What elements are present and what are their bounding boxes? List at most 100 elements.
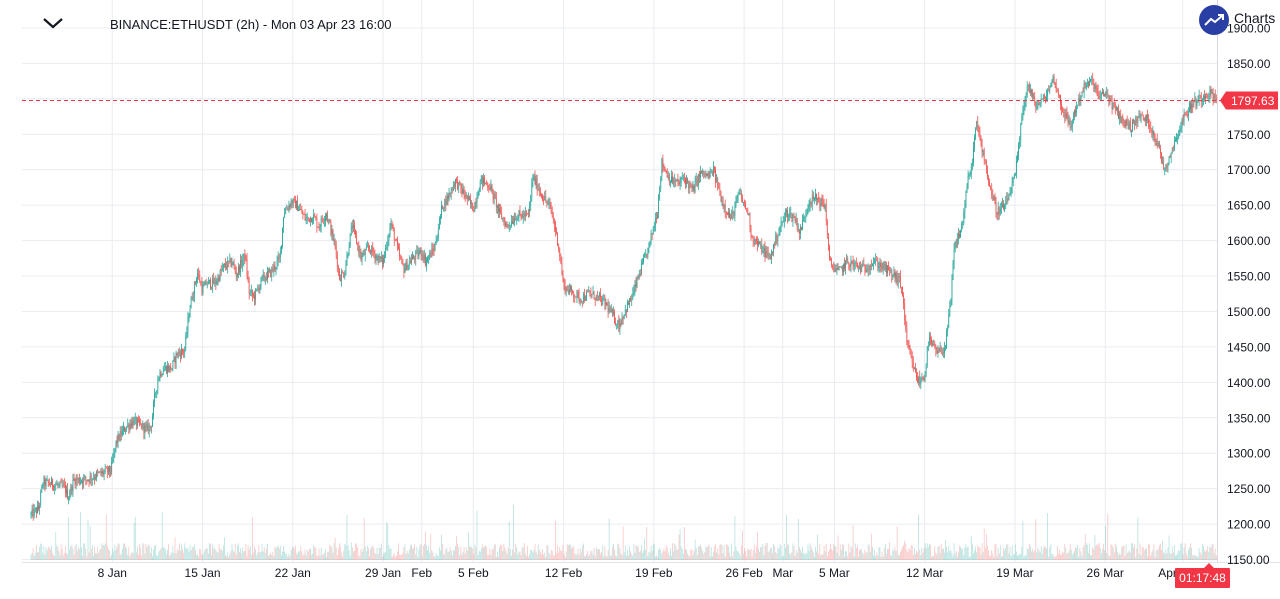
candle-body bbox=[859, 265, 860, 267]
candle-body bbox=[641, 263, 642, 275]
candle-body bbox=[86, 479, 88, 481]
candle-body bbox=[673, 182, 675, 184]
candle-body bbox=[785, 212, 786, 218]
candle-body bbox=[1164, 168, 1166, 170]
volume-bar bbox=[510, 555, 512, 560]
candle-body bbox=[582, 294, 584, 303]
volume-bar bbox=[1203, 546, 1204, 560]
volume-bar bbox=[329, 544, 331, 560]
volume-bar bbox=[709, 556, 711, 560]
candle-body bbox=[447, 195, 449, 200]
volume-bar bbox=[31, 552, 33, 560]
candle-body bbox=[1053, 77, 1055, 83]
volume-bar bbox=[263, 547, 265, 560]
candle-body bbox=[265, 278, 267, 280]
candle-body bbox=[154, 393, 155, 403]
brand-logo[interactable]: Charts bbox=[1199, 4, 1280, 36]
volume-bar bbox=[1057, 553, 1059, 560]
volume-bar bbox=[168, 543, 169, 560]
volume-bar bbox=[34, 552, 36, 560]
candle-body bbox=[487, 184, 489, 188]
candle-body bbox=[661, 159, 663, 178]
candle-body bbox=[979, 132, 981, 141]
candle-body bbox=[1186, 114, 1188, 117]
candle-body bbox=[653, 225, 655, 229]
candle-body bbox=[505, 223, 507, 227]
volume-bar bbox=[904, 540, 906, 560]
volume-bar bbox=[120, 553, 122, 560]
candle-body bbox=[896, 272, 898, 283]
volume-bar bbox=[1051, 553, 1053, 560]
volume-bar bbox=[379, 547, 381, 560]
volume-bar bbox=[1110, 543, 1112, 560]
candle-body bbox=[308, 218, 310, 222]
candle-body bbox=[38, 505, 39, 509]
volume-bar bbox=[633, 543, 635, 560]
candle-body bbox=[596, 294, 598, 296]
candle-body bbox=[1013, 174, 1015, 178]
candle-body bbox=[282, 227, 283, 246]
candle-body bbox=[75, 478, 77, 485]
volume-bar bbox=[499, 547, 500, 560]
volume-bar bbox=[702, 550, 704, 560]
candle-body bbox=[157, 380, 159, 391]
candle-body bbox=[888, 265, 889, 271]
candle-body bbox=[207, 280, 209, 285]
candle-body bbox=[55, 485, 57, 487]
candle-body bbox=[1122, 116, 1124, 121]
volume-bar bbox=[577, 548, 579, 560]
candle-body bbox=[860, 266, 861, 272]
candle-body bbox=[1004, 204, 1005, 210]
candle-body bbox=[947, 328, 949, 332]
volume-bar bbox=[176, 549, 178, 560]
volume-bar bbox=[383, 553, 384, 560]
candle-body bbox=[66, 488, 67, 494]
candle-body bbox=[970, 164, 972, 174]
candle-body bbox=[134, 417, 136, 420]
candle-body bbox=[805, 214, 807, 218]
volume-bar bbox=[306, 550, 308, 560]
volume-bar bbox=[845, 551, 846, 560]
candle-body bbox=[220, 270, 222, 271]
volume-bar bbox=[70, 546, 72, 560]
volume-bar bbox=[1191, 547, 1192, 560]
volume-bar bbox=[1128, 550, 1130, 560]
candle-body bbox=[435, 241, 437, 244]
volume-bar bbox=[518, 551, 520, 560]
candle-body bbox=[555, 226, 556, 232]
candle-body bbox=[489, 188, 491, 191]
candle-body bbox=[912, 362, 914, 370]
volume-bar bbox=[230, 551, 232, 560]
volume-bar bbox=[1030, 546, 1031, 560]
candle-body bbox=[296, 200, 297, 209]
candle-body bbox=[924, 372, 926, 381]
candle-body bbox=[551, 210, 553, 217]
volume-bar bbox=[1045, 547, 1046, 560]
time-tick-label: 26 Feb bbox=[725, 566, 763, 580]
volume-bar bbox=[1179, 551, 1181, 560]
candle-body bbox=[643, 257, 644, 263]
volume-bar bbox=[580, 552, 582, 560]
candle-body bbox=[158, 377, 160, 381]
candle-body bbox=[363, 252, 365, 256]
volume-bar bbox=[697, 546, 699, 560]
candle-body bbox=[822, 200, 824, 205]
candle-body bbox=[335, 245, 337, 255]
volume-bar bbox=[974, 550, 975, 560]
volume-bar bbox=[134, 516, 136, 560]
volume-bar bbox=[457, 543, 459, 560]
candle-body bbox=[940, 347, 942, 352]
candle-body bbox=[921, 378, 923, 382]
countdown-label: 01:17:48 bbox=[1179, 571, 1226, 585]
collapse-toggle[interactable] bbox=[38, 10, 68, 40]
candle-body bbox=[518, 210, 520, 218]
volume-bar bbox=[1212, 544, 1214, 560]
candle-body bbox=[958, 234, 959, 239]
candle-body bbox=[771, 251, 772, 260]
volume-bar bbox=[556, 553, 557, 560]
candle-body bbox=[356, 234, 358, 244]
candle-body bbox=[864, 266, 866, 271]
volume-bar bbox=[404, 543, 406, 560]
candle-body bbox=[73, 479, 75, 480]
